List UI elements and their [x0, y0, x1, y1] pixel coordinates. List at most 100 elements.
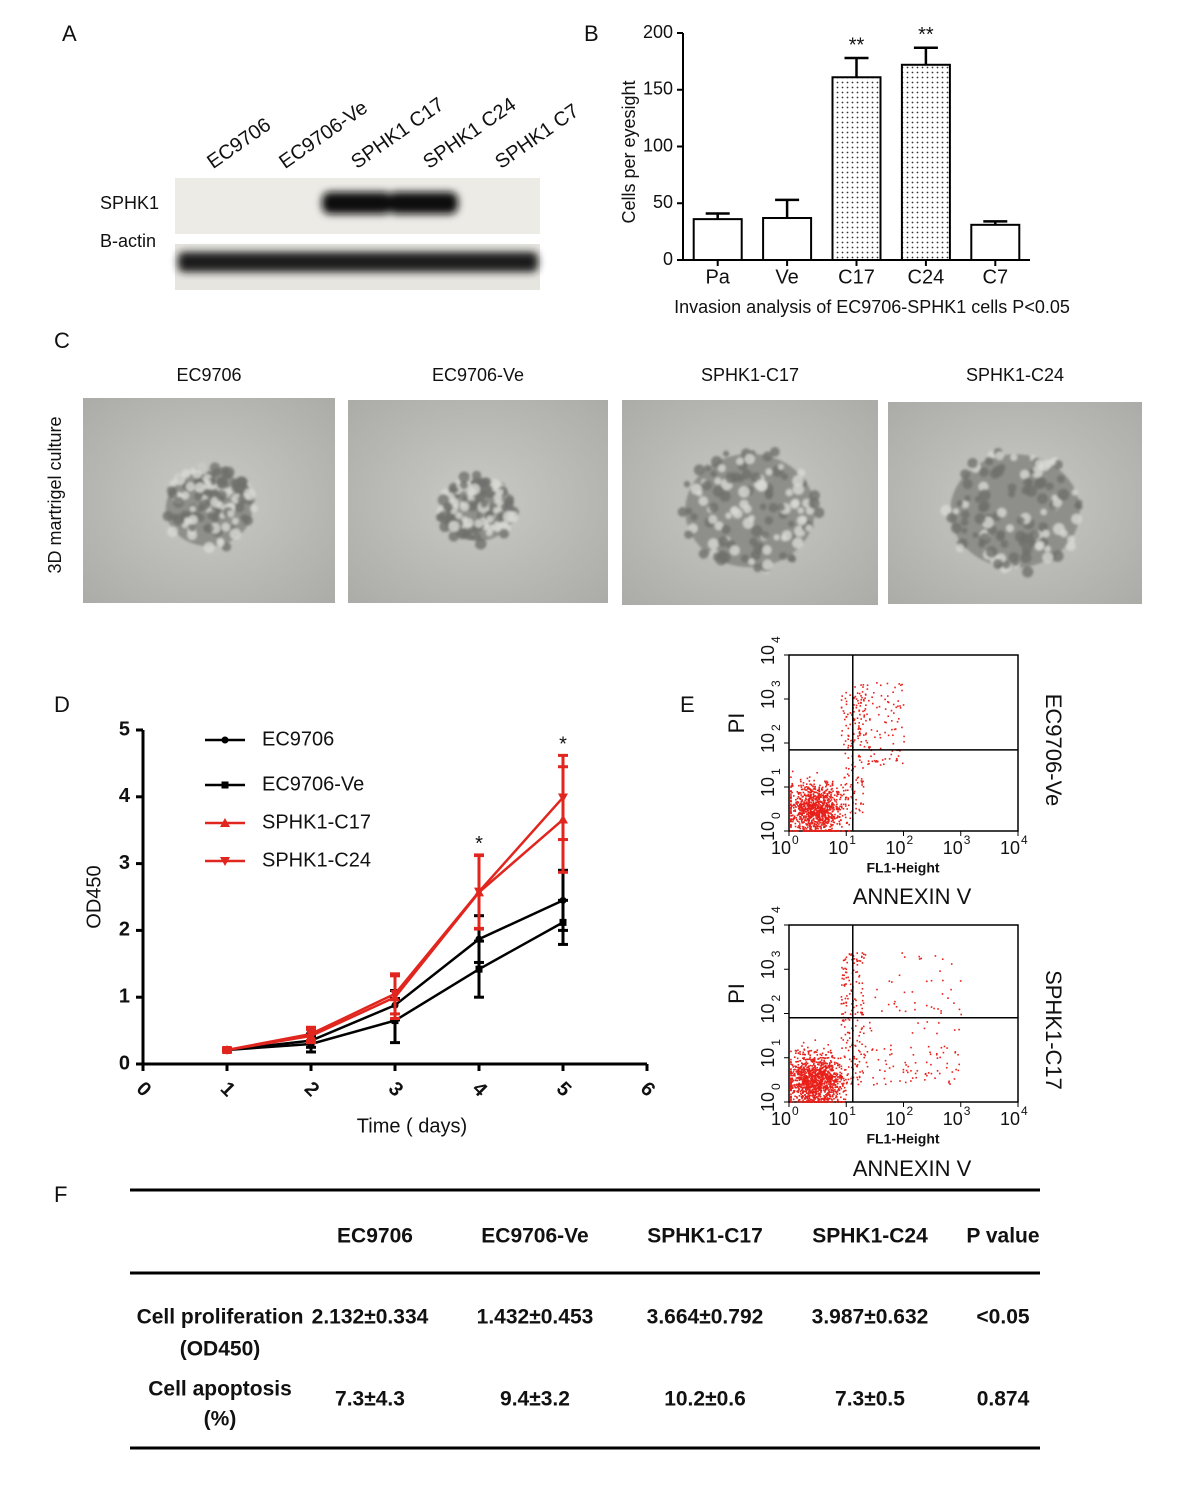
event: [806, 813, 808, 815]
event: [812, 830, 814, 832]
event: [949, 1083, 951, 1085]
x-tick-exponent: 4: [1021, 1104, 1028, 1118]
event: [794, 818, 796, 820]
event: [830, 1087, 832, 1089]
cell: [748, 558, 755, 565]
event: [836, 799, 838, 801]
event: [806, 1083, 808, 1085]
event: [855, 812, 857, 814]
cell: [779, 552, 787, 560]
event: [808, 1053, 810, 1055]
event: [794, 1073, 796, 1075]
event: [846, 1005, 848, 1007]
event: [912, 1077, 914, 1079]
event: [802, 1074, 804, 1076]
event: [860, 1004, 862, 1006]
cell: [762, 545, 771, 554]
event: [837, 794, 839, 796]
event: [827, 1044, 829, 1046]
cell: [1006, 524, 1014, 532]
event: [842, 787, 844, 789]
event: [912, 991, 914, 993]
event: [898, 755, 900, 757]
x-tick-label: 10: [885, 1109, 905, 1129]
event: [809, 1054, 811, 1056]
cell: [708, 515, 717, 524]
event: [804, 800, 806, 802]
panel-label: D: [54, 692, 70, 717]
cell: [232, 518, 239, 525]
event: [818, 1095, 820, 1097]
cell: [1040, 509, 1046, 515]
event: [816, 1061, 818, 1063]
event: [793, 1091, 795, 1093]
event: [814, 786, 816, 788]
bar: [902, 65, 950, 260]
cell: [967, 458, 978, 469]
event: [828, 806, 830, 808]
event: [793, 807, 795, 809]
event: [798, 821, 800, 823]
event: [821, 1059, 823, 1061]
event: [815, 1073, 817, 1075]
event: [831, 821, 833, 823]
event: [847, 1040, 849, 1042]
event: [820, 801, 822, 803]
event: [863, 1057, 865, 1059]
event: [834, 794, 836, 796]
cell: [1053, 523, 1065, 535]
event: [844, 985, 846, 987]
event: [839, 813, 841, 815]
event: [801, 1069, 803, 1071]
event: [844, 1069, 846, 1071]
event: [831, 817, 833, 819]
event: [861, 784, 863, 786]
event: [862, 952, 864, 954]
event: [843, 1020, 845, 1022]
event: [810, 810, 812, 812]
event: [879, 1069, 881, 1071]
event: [854, 719, 856, 721]
event: [824, 1096, 826, 1098]
event: [845, 1090, 847, 1092]
cell: [1016, 516, 1024, 524]
event: [871, 1030, 873, 1032]
event: [801, 812, 803, 814]
cell: [486, 530, 493, 537]
event: [942, 980, 944, 982]
cell: [975, 513, 986, 524]
event: [798, 1099, 800, 1101]
event: [851, 989, 853, 991]
event: [876, 730, 878, 732]
cell: [778, 464, 784, 470]
event: [803, 1084, 805, 1086]
event: [867, 684, 869, 686]
event: [812, 1061, 814, 1063]
x-tick-exponent: 0: [792, 1104, 799, 1118]
cell: [678, 507, 688, 517]
event: [800, 1074, 802, 1076]
event: [845, 805, 847, 807]
event: [894, 687, 896, 689]
event: [829, 1081, 831, 1083]
event: [837, 811, 839, 813]
event: [840, 797, 842, 799]
y-tick-label: 10: [758, 821, 778, 841]
event: [811, 1074, 813, 1076]
event: [828, 819, 830, 821]
event: [797, 1067, 799, 1069]
event: [832, 1087, 834, 1089]
event: [808, 791, 810, 793]
event: [793, 1080, 795, 1082]
event: [830, 1091, 832, 1093]
cell: [979, 500, 990, 511]
event: [790, 820, 792, 822]
y-tick-label: 10: [758, 689, 778, 709]
event: [790, 830, 792, 832]
event: [841, 1024, 843, 1026]
event: [816, 812, 818, 814]
event: [841, 967, 843, 969]
event: [802, 1095, 804, 1097]
cell: [699, 496, 708, 505]
event: [859, 1071, 861, 1073]
